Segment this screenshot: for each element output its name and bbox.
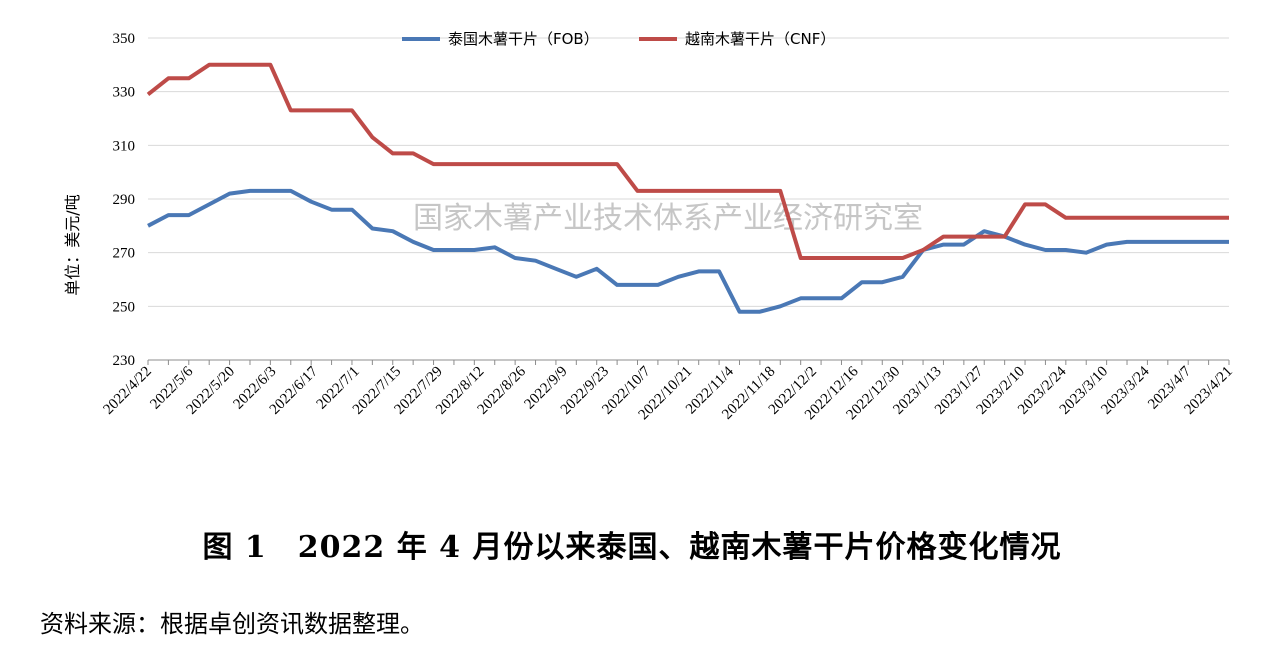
y-tick-label: 270 [113, 246, 136, 262]
y-tick-label: 230 [113, 353, 136, 369]
figure-caption: 图 1 2022 年 4 月份以来泰国、越南木薯干片价格变化情况 [202, 530, 1062, 565]
legend-label-vietnam: 越南木薯干片（CNF） [685, 30, 835, 48]
y-tick-label: 330 [113, 85, 136, 101]
chart-canvas: 230 250 270 290 310 330 350 2022/4/222022/5/62… [63, 30, 1236, 423]
y-axis-label: 单位：美元/吨 [63, 194, 82, 295]
x-axis: 2022/4/222022/5/62022/5/202022/6/32022/6… [100, 359, 1236, 423]
y-tick-label: 290 [113, 192, 136, 208]
legend: 泰国木薯干片（FOB） 越南木薯干片（CNF） [402, 30, 835, 48]
y-tick-label: 350 [113, 31, 136, 47]
legend-label-thailand: 泰国木薯干片（FOB） [448, 30, 599, 48]
y-tick-label: 310 [113, 138, 136, 154]
watermark-text: 国家木薯产业技术体系产业经济研究室 [413, 201, 923, 236]
price-line-chart: 230 250 270 290 310 330 350 2022/4/22 2022/5/6 2… [63, 30, 1236, 423]
gridlines [148, 37, 1229, 361]
y-tick-label: 250 [113, 299, 136, 315]
series-line-thailand [147, 188, 1229, 314]
source-note: 资料来源：根据卓创资讯数据整理。 [40, 610, 424, 638]
x-tick-label: 2022/4/22 [100, 364, 154, 418]
series-line-vietnam [146, 62, 1229, 260]
y-axis-ticks: 230 250 270 290 310 330 350 [113, 31, 136, 369]
series-lines [146, 62, 1229, 314]
